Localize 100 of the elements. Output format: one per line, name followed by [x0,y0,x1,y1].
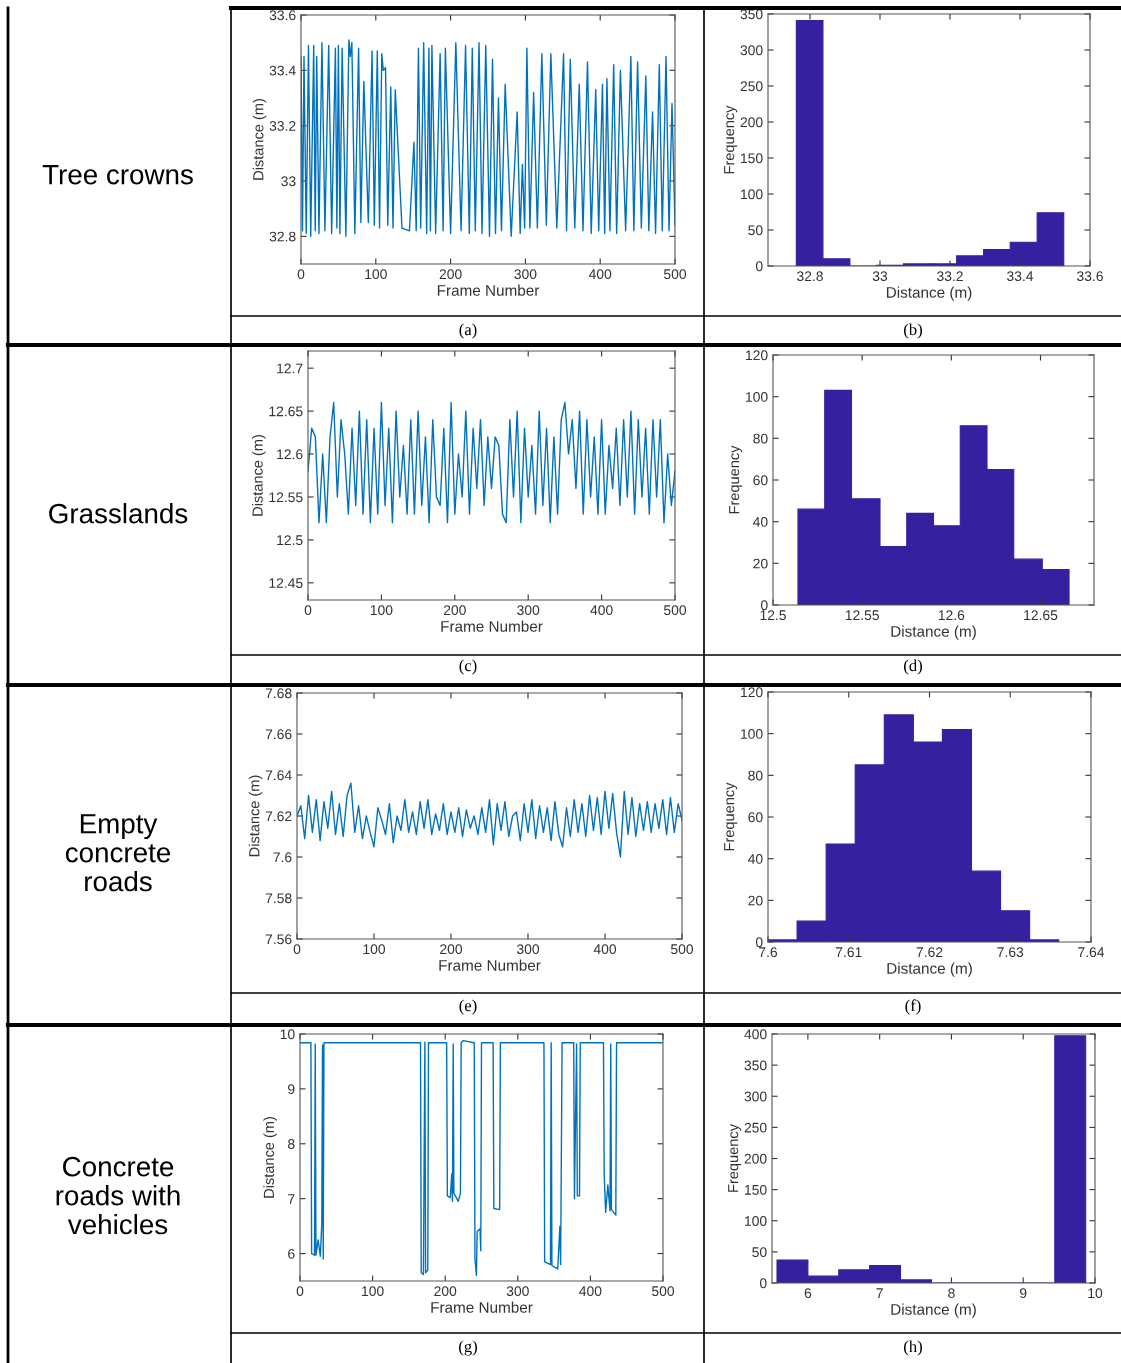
x-tick-label: 7.63 [997,947,1024,958]
y-tick-label: 100 [741,729,763,739]
y-tick-label: 7.56 [265,934,292,945]
x-tick-label: 200 [443,605,466,616]
y-tick-label: 50 [748,225,763,236]
y-tick-label: 7.6 [273,852,292,863]
text: (b) [904,323,922,339]
text: Empty concrete roads [65,814,171,892]
text: Concrete roads with vehicles [56,1156,180,1235]
x-tick-label: 500 [663,605,687,616]
y-tick-label: 60 [753,475,768,486]
y-tick-label: 12.5 [277,535,303,546]
x-tick-label: 32.8 [797,271,823,282]
x-tick-label: 7.62 [916,947,943,958]
x-tick-label: 33.4 [1007,271,1034,282]
x-tick-label: 200 [440,944,463,955]
y-tick-label: 120 [746,350,768,361]
x-tick-label: 7.64 [1078,947,1105,958]
x-tick-label: 300 [514,269,537,280]
y-tick-label: 9 [288,1084,295,1095]
x-axis-title: Frame Number [431,1301,533,1313]
y-axis-title: Frequency [724,782,738,851]
y-tick-label: 0 [755,261,763,272]
y-tick-label: 150 [745,1184,767,1195]
x-tick-label: 500 [651,1286,675,1297]
y-tick-label: 60 [748,812,763,823]
x-tick-label: 100 [362,1286,384,1297]
x-tick-label: 400 [590,605,613,616]
y-tick-label: 200 [740,117,763,128]
x-tick-label: 100 [370,605,393,616]
y-tick-label: 7.66 [265,729,292,740]
y-axis-title: Distance (m) [252,435,266,516]
y-axis-title: Frequency [728,1124,742,1192]
y-tick-label: 12.7 [277,363,303,374]
y-tick-label: 33.4 [269,65,296,76]
y-tick-label: 20 [748,895,763,906]
x-tick-label: 33 [872,271,888,282]
y-tick-label: 400 [744,1029,767,1040]
y-tick-label: 120 [741,687,763,698]
y-tick-label: 33 [281,176,296,187]
x-tick-label: 7 [876,1288,883,1298]
y-tick-label: 7.64 [265,770,292,781]
y-tick-label: 100 [745,1216,767,1226]
y-tick-label: 200 [744,1153,767,1164]
text: (e) [459,999,477,1015]
y-tick-label: 300 [740,45,763,56]
text: (g) [459,1340,477,1356]
y-tick-label: 7.62 [265,811,292,822]
y-tick-label: 300 [744,1091,767,1102]
x-tick-label: 200 [439,269,462,280]
x-tick-label: 300 [506,1286,529,1297]
x-tick-label: 12.65 [1024,610,1058,621]
y-axis-title: Distance (m) [263,1117,277,1198]
text: (c) [459,659,477,675]
y-axis-title: Frequency [724,105,738,174]
y-axis-title: Distance (m) [248,775,263,857]
x-axis-title: Frame Number [441,620,543,632]
x-tick-label: 500 [670,944,694,955]
text: (a) [459,323,477,339]
y-tick-label: 32.8 [269,231,296,242]
y-axis-title: Frequency [729,445,743,514]
x-axis-title: Distance (m) [891,1303,976,1318]
y-tick-label: 20 [753,558,768,569]
x-tick-label: 400 [588,269,612,280]
y-tick-label: 7.68 [265,688,292,699]
y-tick-label: 150 [741,153,763,164]
y-tick-label: 100 [741,189,763,200]
x-tick-label: 12.6 [938,610,965,621]
y-tick-label: 12.6 [277,449,303,460]
x-tick-label: 10 [1088,1288,1103,1299]
text: (d) [904,659,922,675]
y-tick-label: 12.45 [269,578,303,588]
y-tick-label: 7.58 [265,893,292,904]
x-tick-label: 8 [948,1288,955,1299]
x-tick-label: 33.6 [1077,271,1103,282]
y-tick-label: 80 [748,770,763,781]
x-tick-label: 200 [434,1286,457,1297]
text: Grasslands [49,503,188,524]
y-axis-title: Distance (m) [252,99,267,180]
y-tick-label: 33.2 [269,121,296,131]
text: Tree crowns [42,165,193,185]
y-tick-label: 80 [753,433,768,444]
y-tick-label: 12.55 [269,492,303,503]
y-tick-label: 7 [288,1194,295,1204]
y-tick-label: 50 [752,1247,767,1258]
x-tick-label: 9 [1020,1288,1027,1299]
x-axis-title: Frame Number [437,284,540,296]
y-tick-label: 6 [288,1248,295,1259]
x-tick-label: 33.2 [937,271,963,282]
y-tick-label: 10 [280,1029,295,1040]
y-tick-label: 0 [759,1278,767,1289]
y-tick-label: 350 [744,1060,767,1071]
x-tick-label: 7.61 [835,947,862,958]
text: (h) [904,1340,922,1356]
x-tick-label: 400 [579,1286,602,1297]
y-tick-label: 100 [746,392,768,402]
x-tick-label: 300 [517,605,540,616]
x-axis-title: Distance (m) [886,286,972,301]
x-tick-label: 6 [804,1288,812,1299]
x-axis-title: Distance (m) [887,962,972,977]
